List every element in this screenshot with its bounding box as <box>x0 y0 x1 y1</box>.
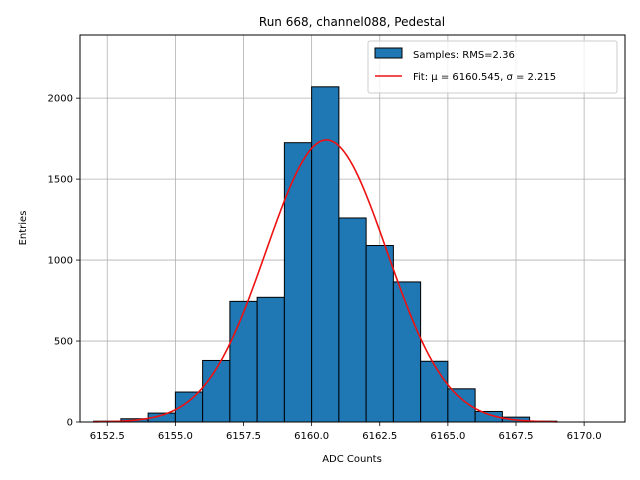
histogram-bar <box>229 300 258 423</box>
fit-curve <box>93 139 557 423</box>
histogram-bar <box>311 86 340 423</box>
legend-label-fit: Fit: μ = 6160.545, σ = 2.215 <box>413 72 556 83</box>
histogram-bar <box>256 296 285 423</box>
x-tick-label: 6162.5 <box>362 431 397 442</box>
y-tick-label: 1000 <box>48 256 73 267</box>
x-axis-label: ADC Counts <box>322 454 382 465</box>
y-tick-label: 0 <box>67 418 73 429</box>
x-tick-label: 6160.0 <box>294 431 329 442</box>
legend-label-samples: Samples: RMS=2.36 <box>413 50 515 61</box>
x-tick-label: 6167.5 <box>499 431 534 442</box>
legend: Samples: RMS=2.36 Fit: μ = 6160.545, σ =… <box>367 40 618 94</box>
y-tick-label: 2000 <box>48 94 73 105</box>
histogram-bar <box>338 217 367 423</box>
x-tick-label: 6155.0 <box>158 431 193 442</box>
histogram-bar <box>283 142 313 423</box>
legend-swatch-samples <box>374 47 403 59</box>
legend-box <box>367 40 618 94</box>
x-tick-label: 6170.0 <box>567 431 602 442</box>
x-tick-label: 6165.0 <box>430 431 465 442</box>
chart-title: Run 668, channel088, Pedestal <box>259 15 445 29</box>
y-axis-label: Entries <box>18 211 29 246</box>
x-tick-label: 6152.5 <box>90 431 125 442</box>
y-axis-ticks: 0 500 1000 1500 2000 <box>48 94 80 429</box>
histogram-bar <box>365 245 394 423</box>
x-tick-label: 6157.5 <box>226 431 261 442</box>
plot-frame <box>79 34 626 423</box>
y-tick-label: 500 <box>54 337 73 348</box>
histogram-bar <box>392 281 422 423</box>
x-axis-ticks: 6152.5 6155.0 6157.5 6160.0 6162.5 6165.0 6167… <box>90 422 602 442</box>
histogram-bar <box>420 360 449 423</box>
fit-curve-group <box>93 139 557 423</box>
y-tick-label: 1500 <box>48 175 73 186</box>
